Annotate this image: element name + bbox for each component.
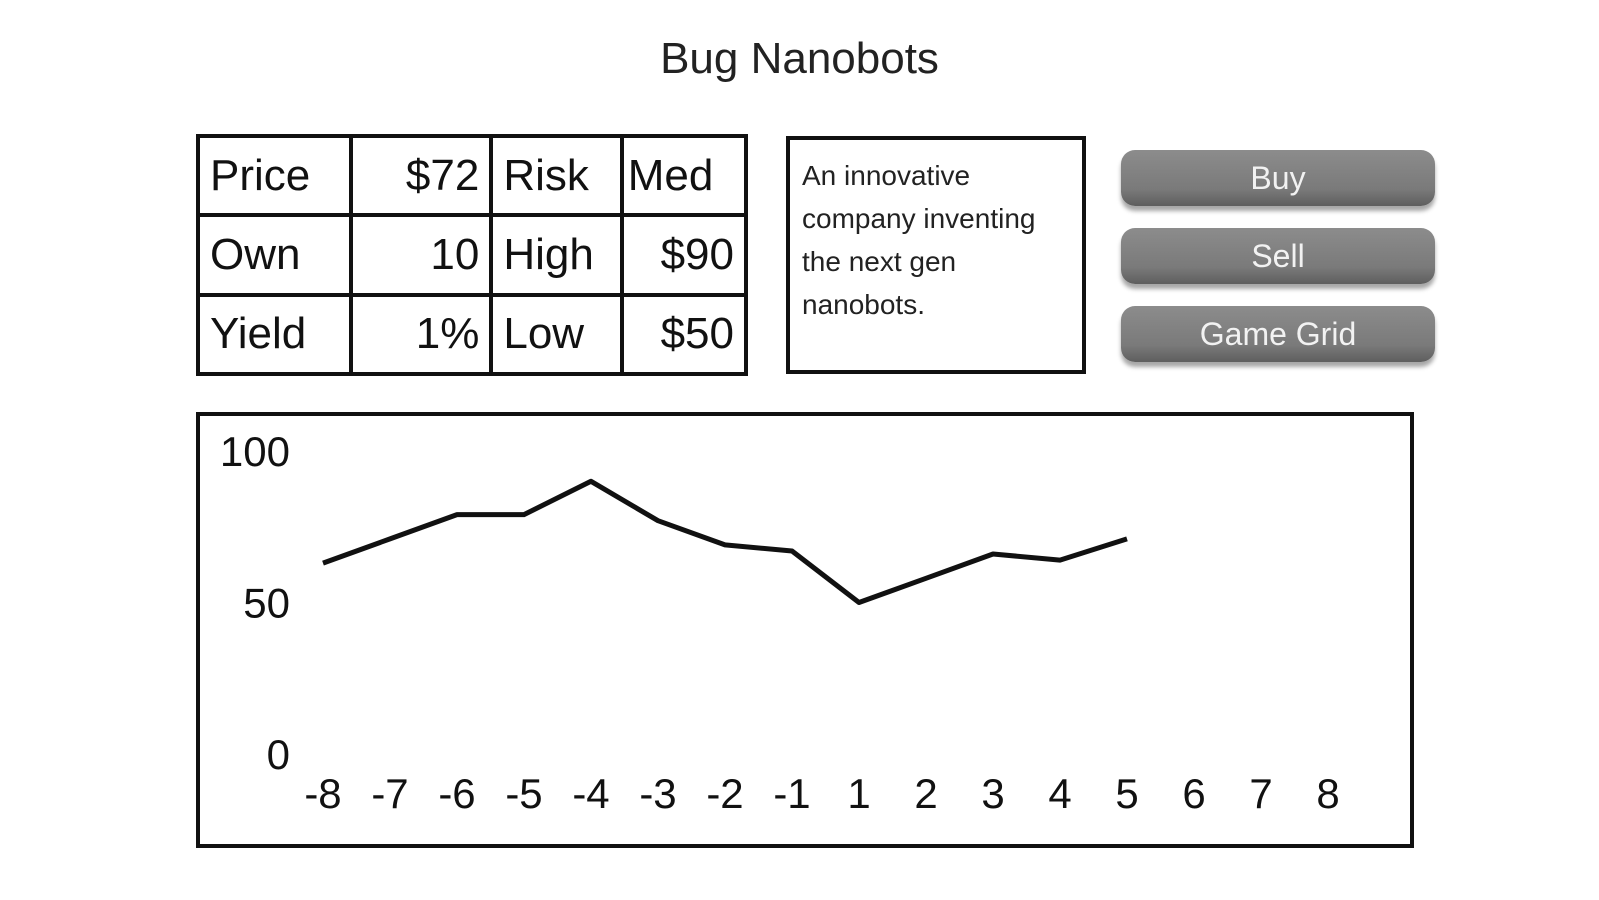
x-tick-label: -1 — [773, 770, 810, 817]
own-label: Own — [196, 213, 353, 297]
price-series-line — [322, 478, 1128, 605]
low-label: Low — [489, 292, 624, 377]
company-description: An innovative company inventing the next… — [786, 136, 1086, 374]
x-tick-label: 5 — [1115, 770, 1138, 817]
risk-value: Med — [619, 133, 749, 218]
price-label: Price — [196, 133, 353, 218]
x-tick-label: -4 — [572, 770, 609, 817]
risk-label: Risk — [489, 133, 624, 218]
high-value: $90 — [619, 213, 749, 297]
table-row: Own 10 High $90 — [196, 213, 749, 297]
low-value: $50 — [619, 292, 749, 377]
page-title: Bug Nanobots — [660, 34, 939, 83]
x-tick-label: -6 — [438, 770, 475, 817]
x-tick-label: 1 — [847, 770, 870, 817]
x-tick-label: -3 — [639, 770, 676, 817]
game-grid-button[interactable]: Game Grid — [1121, 306, 1435, 362]
y-tick-label: 50 — [243, 580, 290, 627]
x-tick-label: 2 — [914, 770, 937, 817]
own-value: 10 — [348, 213, 494, 297]
y-tick-label: 0 — [267, 731, 290, 778]
table-row: Price $72 Risk Med — [196, 133, 749, 218]
x-tick-label: 3 — [981, 770, 1004, 817]
x-tick-label: 7 — [1249, 770, 1272, 817]
price-value: $72 — [348, 133, 494, 218]
sell-button[interactable]: Sell — [1121, 228, 1435, 284]
x-tick-label: -8 — [304, 770, 341, 817]
x-tick-label: -2 — [706, 770, 743, 817]
x-tick-label: 6 — [1182, 770, 1205, 817]
yield-value: 1% — [348, 292, 494, 377]
price-history-chart: 100 50 0 -8 -7 -6 -5 -4 -3 -2 -1 1 2 3 4 5 6 7 8 — [196, 412, 1414, 848]
x-tick-label: 4 — [1048, 770, 1071, 817]
yield-label: Yield — [196, 292, 353, 377]
chart-svg: 100 50 0 -8 -7 -6 -5 -4 -3 -2 -1 1 2 3 4 5 6 7 8 — [220, 428, 1340, 817]
buy-button[interactable]: Buy — [1121, 150, 1435, 206]
high-label: High — [489, 213, 624, 297]
x-tick-label: 8 — [1316, 770, 1339, 817]
stock-stats-table: Price $72 Risk Med Own 10 High $90 Yield… — [196, 133, 749, 377]
x-tick-label: -5 — [505, 770, 542, 817]
y-tick-label: 100 — [220, 428, 290, 475]
x-tick-label: -7 — [371, 770, 408, 817]
table-row: Yield 1% Low $50 — [196, 292, 749, 377]
